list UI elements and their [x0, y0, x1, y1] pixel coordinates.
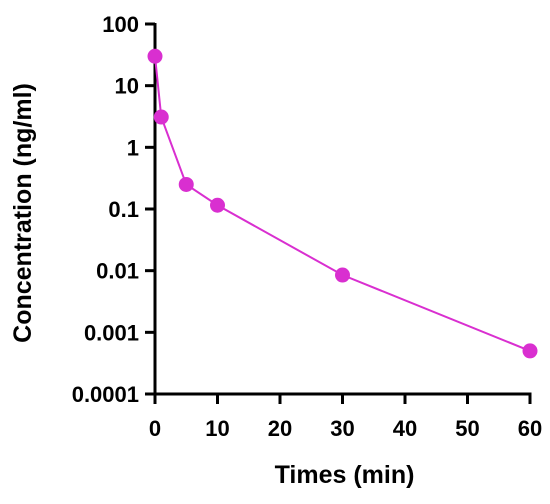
data-point [210, 197, 225, 213]
data-point [153, 109, 169, 125]
x-tick-label: 50 [455, 416, 479, 441]
x-tick-label: 20 [268, 416, 292, 441]
y-tick-label: 0.0001 [72, 382, 139, 407]
y-tick-label: 10 [115, 74, 139, 99]
series-line [154, 56, 531, 352]
x-tick-label: 40 [393, 416, 417, 441]
y-axis-title: Concentration (ng/ml) [9, 83, 37, 343]
x-tick-label: 10 [205, 416, 229, 441]
x-tick-label: 60 [518, 416, 542, 441]
axes [153, 23, 532, 396]
data-point [335, 267, 350, 283]
y-tick-label: 100 [102, 12, 139, 37]
y-axis-ticks: 0.0001 0.001 0.01 0.1 1 10 100 [72, 12, 155, 407]
y-tick-label: 1 [127, 135, 139, 160]
data-series [147, 48, 538, 359]
y-tick-label: 0.01 [96, 259, 139, 284]
x-axis-title: Times (min) [275, 461, 415, 489]
data-point [178, 176, 194, 192]
x-axis-ticks: 0 10 20 30 40 50 60 [149, 394, 542, 441]
data-point [147, 48, 163, 64]
data-point [522, 343, 538, 359]
y-tick-label: 0.001 [84, 320, 139, 345]
y-tick-label: 0.1 [108, 197, 139, 222]
x-tick-label: 30 [330, 416, 354, 441]
x-tick-label: 0 [149, 416, 161, 441]
